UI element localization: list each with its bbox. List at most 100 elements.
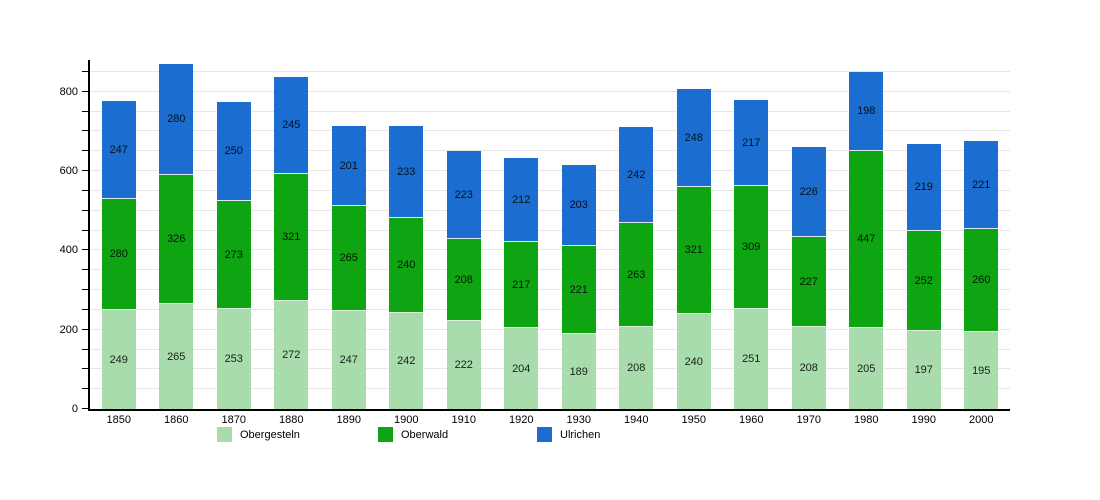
bar-segment-oberwald: 227 — [791, 237, 826, 327]
y-axis-tick — [82, 90, 88, 92]
x-axis-tick-label: 1890 — [336, 414, 361, 426]
bar-segment-obergesteln: 195 — [964, 332, 999, 409]
bar-segment-ulrichen: 280 — [159, 64, 194, 175]
bar-segment-oberwald: 240 — [389, 218, 424, 313]
y-axis-tick-label: 0 — [71, 403, 78, 415]
y-axis-tick — [82, 308, 88, 310]
segment-value-label: 263 — [627, 268, 646, 281]
stacked-bar: 253 273 250 — [216, 102, 251, 409]
bar-segment-obergesteln: 208 — [791, 327, 826, 409]
stacked-bar: 242 240 233 — [389, 126, 424, 409]
bar-segment-obergesteln: 189 — [561, 334, 596, 409]
gridline — [90, 170, 1010, 172]
gridline — [90, 368, 1010, 370]
gridline — [90, 269, 1010, 271]
y-axis-tick — [82, 289, 88, 291]
segment-value-label: 252 — [914, 274, 933, 287]
x-axis-tick-label: 1940 — [624, 414, 649, 426]
bar-segment-ulrichen: 217 — [734, 100, 769, 186]
segment-value-label: 280 — [109, 248, 128, 260]
bar-segment-ulrichen: 233 — [389, 126, 424, 218]
x-axis-tick-label: 1900 — [394, 414, 419, 426]
bar-segment-obergesteln: 242 — [389, 313, 424, 409]
segment-value-label: 221 — [569, 283, 588, 296]
y-axis-tick — [82, 328, 88, 330]
gridline — [90, 348, 1010, 350]
bar-segment-ulrichen: 250 — [216, 102, 251, 201]
segment-value-label: 250 — [224, 145, 243, 157]
segment-value-label: 219 — [914, 181, 933, 193]
bar-segment-oberwald: 260 — [964, 229, 999, 332]
segment-value-label: 245 — [282, 119, 301, 131]
segment-value-label: 198 — [857, 105, 876, 117]
legend-item-ulrichen: Ulrichen — [537, 427, 600, 442]
y-axis-tick-label: 400 — [59, 244, 78, 257]
bar-segment-oberwald: 221 — [561, 246, 596, 334]
y-axis-tick-label: 800 — [59, 85, 78, 98]
stacked-bar: 208 263 242 — [619, 127, 654, 409]
legend-swatch-ulrichen — [537, 427, 552, 442]
bar-segment-oberwald: 217 — [504, 242, 539, 328]
bar-segment-oberwald: 273 — [216, 201, 251, 309]
y-axis-tick — [82, 229, 88, 231]
x-axis-tick-label: 1990 — [911, 414, 936, 426]
bar-segment-oberwald: 321 — [274, 174, 309, 301]
segment-value-label: 205 — [857, 362, 876, 375]
x-axis-tick-label: 1950 — [681, 414, 706, 426]
legend-swatch-obergesteln — [217, 427, 232, 442]
stacked-bar: 247 265 201 — [331, 126, 366, 409]
plot-area: 0 200 400 600 800 249 280 247 265 326 280 253 273 25… — [60, 60, 1010, 426]
bar-segment-ulrichen: 221 — [964, 141, 999, 229]
segment-value-label: 247 — [109, 143, 128, 156]
segment-value-label: 242 — [627, 168, 646, 181]
gridline — [90, 308, 1010, 310]
segment-value-label: 247 — [339, 354, 358, 366]
stacked-bar: 265 326 280 — [159, 64, 194, 409]
bar-segment-ulrichen: 245 — [274, 77, 309, 174]
bar-slot: 189 221 203 — [550, 60, 608, 409]
segment-value-label: 242 — [397, 355, 416, 367]
stacked-bar: 240 321 248 — [676, 89, 711, 409]
bar-segment-ulrichen: 226 — [791, 147, 826, 237]
segment-value-label: 253 — [224, 353, 243, 365]
x-axis-tick-label: 1930 — [566, 414, 591, 426]
bar-segment-obergesteln: 253 — [216, 309, 251, 409]
segment-value-label: 189 — [569, 365, 588, 378]
segment-value-label: 217 — [512, 278, 531, 291]
segment-value-label: 222 — [454, 359, 473, 371]
gridline — [90, 90, 1010, 92]
bar-segment-ulrichen: 223 — [446, 151, 481, 239]
bar-segment-obergesteln: 265 — [159, 304, 194, 409]
x-axis-tick-label: 1860 — [164, 414, 189, 426]
x-axis-tick-label: 2000 — [969, 414, 994, 426]
bar-segment-oberwald: 252 — [906, 231, 941, 331]
segment-value-label: 204 — [512, 362, 531, 375]
gridline — [90, 328, 1010, 330]
segment-value-label: 227 — [799, 275, 818, 288]
bar-segment-oberwald: 263 — [619, 223, 654, 327]
bar-slot: 222 208 223 — [435, 60, 493, 409]
gridline — [90, 209, 1010, 211]
stacked-bar: 197 252 219 — [906, 144, 941, 409]
bar-segment-ulrichen: 201 — [331, 126, 366, 206]
segment-value-label: 260 — [972, 274, 991, 286]
bar-segment-oberwald: 309 — [734, 186, 769, 309]
legend-swatch-oberwald — [378, 427, 393, 442]
bar-slot: 272 321 245 — [263, 60, 321, 409]
bar-slot: 205 447 198 — [838, 60, 896, 409]
bar-segment-obergesteln: 205 — [849, 328, 884, 409]
segment-value-label: 240 — [684, 355, 703, 368]
bar-segment-ulrichen: 198 — [849, 72, 884, 151]
segment-value-label: 201 — [339, 159, 358, 172]
segment-value-label: 203 — [569, 199, 588, 211]
bar-segment-obergesteln: 251 — [734, 309, 769, 409]
bar-segment-oberwald: 321 — [676, 187, 711, 314]
segment-value-label: 208 — [627, 362, 646, 374]
bar-slot: 240 321 248 — [665, 60, 723, 409]
bar-segment-ulrichen: 242 — [619, 127, 654, 223]
bar-slot: 251 309 217 — [723, 60, 781, 409]
y-axis-tick — [82, 130, 88, 132]
gridline — [90, 388, 1010, 390]
bar-segment-obergesteln: 222 — [446, 321, 481, 409]
segment-value-label: 273 — [224, 248, 243, 261]
